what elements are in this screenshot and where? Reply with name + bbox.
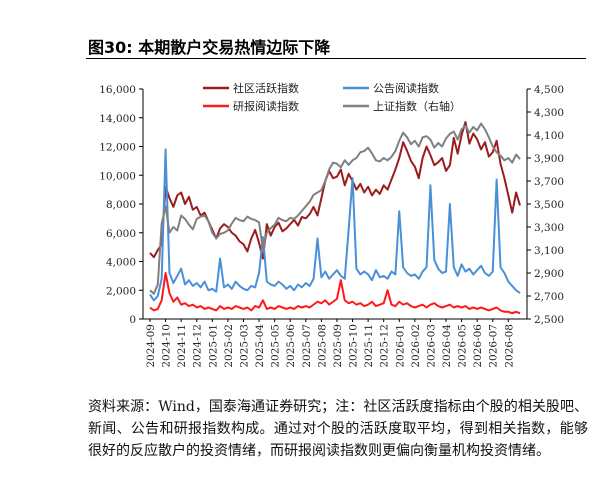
x-tick-label: 2025-08 bbox=[316, 324, 328, 368]
y2-tick-label: 4,100 bbox=[534, 130, 564, 142]
series-line bbox=[149, 272, 521, 315]
x-tick-label: 2024-09 bbox=[145, 324, 157, 368]
legend-label: 研报阅读指数 bbox=[233, 99, 299, 113]
x-tick-label: 2025-11 bbox=[363, 324, 375, 368]
x-tick-label: 2024-11 bbox=[176, 324, 188, 368]
y-tick-label: 14,000 bbox=[99, 113, 136, 125]
y2-tick-label: 2,900 bbox=[534, 268, 564, 280]
y2-tick-label: 3,900 bbox=[534, 153, 564, 165]
source-note: 资料来源：Wind，国泰海通证券研究；注：社区活跃度指标由个股的相关股吧、新闻、… bbox=[88, 399, 588, 459]
y2-tick-label: 2,500 bbox=[534, 314, 564, 326]
legend-label: 上证指数（右轴） bbox=[373, 99, 461, 113]
series-line bbox=[149, 148, 521, 302]
x-tick-label: 2024-10 bbox=[161, 324, 173, 368]
legend-label: 社区活跃指数 bbox=[233, 81, 299, 95]
x-tick-label: 2025-04 bbox=[254, 324, 266, 368]
y-tick-label: 12,000 bbox=[99, 142, 136, 154]
x-tick-label: 2026-06 bbox=[472, 324, 484, 368]
x-tick-label: 2025-03 bbox=[238, 324, 250, 368]
y2-tick-label: 2,700 bbox=[534, 291, 564, 303]
series-line bbox=[149, 122, 521, 295]
x-tick-label: 2025-07 bbox=[301, 324, 313, 368]
y2-tick-label: 3,700 bbox=[534, 176, 564, 188]
y2-tick-label: 3,300 bbox=[534, 222, 564, 234]
y2-tick-label: 3,500 bbox=[534, 199, 564, 211]
x-tick-label: 2025-06 bbox=[285, 324, 297, 368]
chart: 0 2,000 4,000 6,000 8,000 10,000 12,000 14,000 1… bbox=[99, 81, 564, 368]
x-tick-label: 2026-03 bbox=[425, 324, 437, 368]
x-tick-label: 2025-02 bbox=[223, 324, 235, 368]
x-tick-label: 2026-04 bbox=[441, 324, 453, 368]
x-tick-label: 2025-09 bbox=[332, 324, 344, 368]
title-rule bbox=[86, 58, 586, 59]
x-tick-label: 2026-05 bbox=[457, 324, 469, 368]
x-tick-label: 2026-01 bbox=[394, 324, 406, 368]
x-tick-label: 2025-05 bbox=[270, 324, 282, 368]
y-tick-label: 8,000 bbox=[106, 199, 136, 211]
series-line bbox=[149, 121, 521, 260]
y-tick-label: 4,000 bbox=[106, 257, 136, 269]
x-tick-label: 2025-01 bbox=[207, 324, 219, 368]
y2-tick-label: 4,500 bbox=[534, 84, 564, 96]
y-tick-label: 10,000 bbox=[99, 170, 136, 182]
y-tick-label: 16,000 bbox=[99, 84, 136, 96]
x-tick-label: 2026-08 bbox=[503, 324, 515, 368]
y-tick-label: 2,000 bbox=[106, 285, 136, 297]
x-tick-label: 2026-02 bbox=[410, 324, 422, 368]
x-tick-label: 2026-07 bbox=[488, 324, 500, 368]
x-tick-label: 2024-12 bbox=[192, 324, 204, 368]
x-tick-label: 2025-12 bbox=[379, 324, 391, 368]
legend-label: 公告阅读指数 bbox=[373, 81, 439, 95]
y2-tick-label: 3,100 bbox=[534, 245, 564, 257]
y2-tick-label: 4,300 bbox=[534, 107, 564, 119]
x-tick-label: 2025-10 bbox=[348, 324, 360, 368]
y-tick-label: 6,000 bbox=[106, 228, 136, 240]
y-tick-label: 0 bbox=[129, 314, 136, 326]
figure-title: 图30: 本期散户交易热情边际下降 bbox=[88, 38, 331, 57]
